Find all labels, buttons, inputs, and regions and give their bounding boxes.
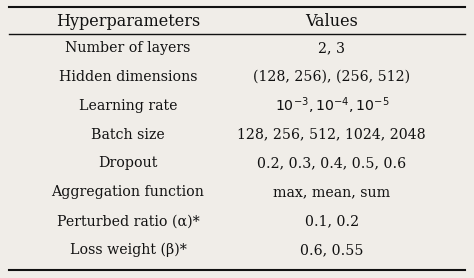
Text: Values: Values <box>305 13 358 30</box>
Text: $10^{-3}, 10^{-4}, 10^{-5}$: $10^{-3}, 10^{-4}, 10^{-5}$ <box>274 95 389 116</box>
Text: 0.6, 0.55: 0.6, 0.55 <box>300 243 364 257</box>
Text: Loss weight (β)*: Loss weight (β)* <box>70 243 186 257</box>
Text: max, mean, sum: max, mean, sum <box>273 185 391 199</box>
Text: 0.2, 0.3, 0.4, 0.5, 0.6: 0.2, 0.3, 0.4, 0.5, 0.6 <box>257 157 406 170</box>
Text: Learning rate: Learning rate <box>79 99 177 113</box>
Text: Batch size: Batch size <box>91 128 165 142</box>
Text: 0.1, 0.2: 0.1, 0.2 <box>305 214 359 228</box>
Text: Number of layers: Number of layers <box>65 41 191 55</box>
Text: (128, 256), (256, 512): (128, 256), (256, 512) <box>253 70 410 84</box>
Text: Aggregation function: Aggregation function <box>52 185 204 199</box>
Text: 2, 3: 2, 3 <box>319 41 345 55</box>
Text: 128, 256, 512, 1024, 2048: 128, 256, 512, 1024, 2048 <box>237 128 426 142</box>
Text: Dropout: Dropout <box>98 157 158 170</box>
Text: Hidden dimensions: Hidden dimensions <box>59 70 197 84</box>
Text: Perturbed ratio (α)*: Perturbed ratio (α)* <box>56 214 200 228</box>
Text: Hyperparameters: Hyperparameters <box>56 13 200 30</box>
